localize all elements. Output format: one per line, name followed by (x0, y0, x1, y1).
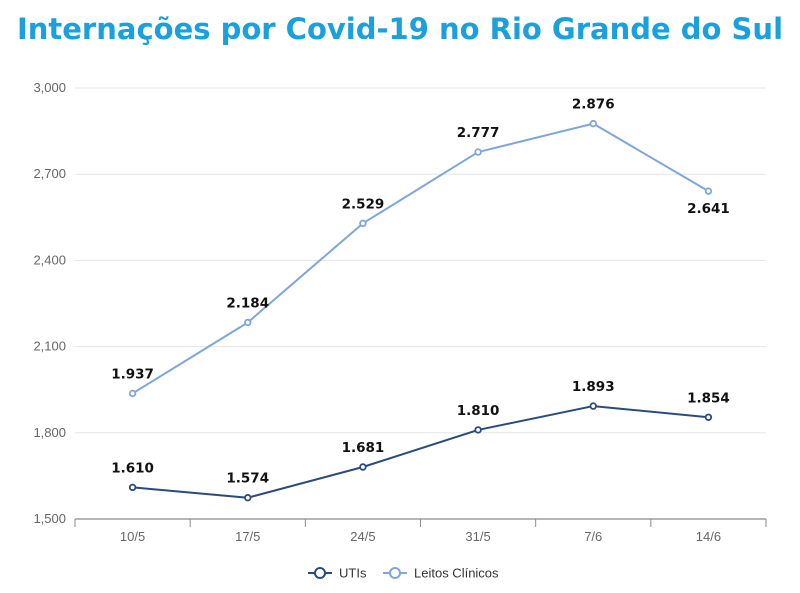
data-label: 1.937 (111, 366, 154, 382)
data-label: 1.854 (687, 390, 730, 406)
data-point (128, 483, 137, 492)
legend-label: UTIs (339, 566, 367, 581)
data-label: 1.810 (457, 403, 500, 419)
data-labels: 1.610 1.574 1.681 1.810 1.893 1.854 1.937 2.184… (111, 97, 730, 487)
data-point (704, 187, 713, 195)
grid-lines (75, 87, 766, 434)
data-point (359, 463, 367, 471)
series-line (132, 405, 709, 499)
data-point (359, 219, 367, 228)
data-label: 2.641 (687, 201, 730, 217)
series-layer (128, 119, 713, 502)
y-tick-label: 2,400 (33, 252, 66, 267)
x-tick-label: 14/6 (696, 529, 721, 544)
y-tick-label: 1,800 (33, 425, 66, 440)
data-label: 2.876 (572, 97, 615, 113)
chart-title: Internações por Covid-19 no Rio Grande d… (16, 12, 784, 46)
y-tick-label: 3,000 (33, 80, 66, 95)
legend-label: Leitos Clínicos (414, 566, 499, 581)
x-tick-label: 7/6 (584, 529, 602, 544)
legend-marker (389, 567, 401, 579)
x-tick-label: 10/5 (120, 529, 145, 544)
series-line (132, 122, 709, 395)
legend-marker (314, 567, 326, 579)
legend: UTIs Leitos Clínicos (308, 566, 499, 581)
data-label: 1.574 (226, 471, 269, 487)
data-point (589, 402, 597, 410)
y-tick-label: 2,700 (33, 166, 66, 181)
data-label: 2.529 (342, 196, 385, 212)
y-tick-label: 2,100 (33, 339, 66, 354)
axes: 1,500 1,800 2,100 2,400 2,700 3,000 10/5 17/5 24… (33, 80, 767, 544)
x-tick-label: 17/5 (235, 529, 260, 544)
data-point (244, 494, 252, 502)
data-label: 2.777 (457, 125, 500, 141)
data-point (589, 119, 597, 128)
x-tick-label: 31/5 (465, 529, 490, 544)
y-tick-label: 1,500 (33, 511, 66, 526)
data-point (128, 389, 137, 398)
data-label: 1.681 (342, 440, 385, 456)
data-label: 1.893 (572, 379, 615, 395)
data-point (474, 426, 482, 434)
data-point (244, 318, 252, 327)
data-label: 1.610 (111, 460, 154, 476)
data-point (474, 148, 482, 156)
x-tick-label: 24/5 (350, 529, 375, 544)
data-point (704, 413, 713, 421)
data-label: 2.184 (226, 295, 269, 311)
